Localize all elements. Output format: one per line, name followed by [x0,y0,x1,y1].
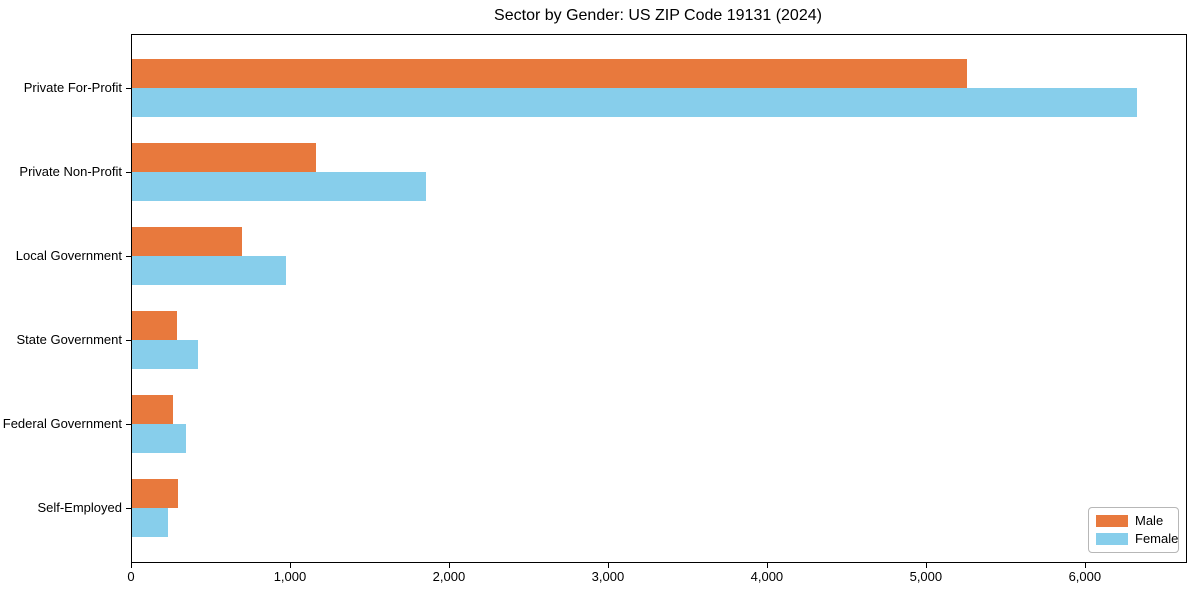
legend-item-male: Male [1096,514,1171,528]
bar-male-private-for-profit [132,59,967,88]
legend: Male Female [1088,507,1179,553]
x-tick-mark [1084,563,1087,568]
legend-swatch-male-icon [1096,515,1128,527]
x-tick-mark [925,563,928,568]
y-tick-mark [126,255,131,257]
x-axis-label-0: 0 [127,569,135,584]
x-axis-label-6000: 6,000 [1068,569,1102,584]
y-axis-label-private-non-profit: Private Non-Profit [19,164,122,179]
x-axis-label-2000: 2,000 [432,569,466,584]
chart-title: Sector by Gender: US ZIP Code 19131 (202… [494,7,822,24]
y-axis-label-local-government: Local Government [15,248,122,263]
y-tick-mark [126,423,131,425]
y-tick-mark [126,339,131,341]
bar-male-private-non-profit [132,143,317,172]
bar-female-local-government [132,256,287,285]
bar-female-self-employed [132,508,168,537]
bar-male-self-employed [132,479,179,508]
bar-male-federal-government [132,395,174,424]
bar-male-local-government [132,227,242,256]
y-axis-label-self-employed: Self-Employed [37,500,122,515]
bar-female-state-government [132,340,198,369]
y-tick-mark [126,171,131,173]
bar-male-state-government [132,311,177,340]
y-axis-label-state-government: State Government [16,332,123,347]
bar-female-private-for-profit [132,88,1137,117]
x-tick-mark [131,563,133,568]
bar-female-private-non-profit [132,172,427,201]
x-axis-label-1000: 1,000 [273,569,307,584]
y-axis-label-private-for-profit: Private For-Profit [23,80,122,95]
x-axis-label-5000: 5,000 [909,569,943,584]
plot-area [131,34,1187,563]
x-tick-mark [289,563,292,568]
legend-item-female: Female [1096,532,1178,546]
x-tick-mark [766,563,769,568]
y-tick-mark [126,507,131,509]
x-axis-label-3000: 3,000 [591,569,625,584]
bar-female-federal-government [132,424,187,453]
legend-swatch-female-icon [1096,533,1128,545]
y-axis-label-federal-government: Federal Government [2,416,122,431]
y-tick-mark [126,87,131,89]
legend-label-female: Female [1135,531,1179,546]
x-tick-mark [448,563,451,568]
x-tick-mark [607,563,610,568]
x-axis-label-4000: 4,000 [750,569,784,584]
legend-label-male: Male [1135,513,1164,528]
